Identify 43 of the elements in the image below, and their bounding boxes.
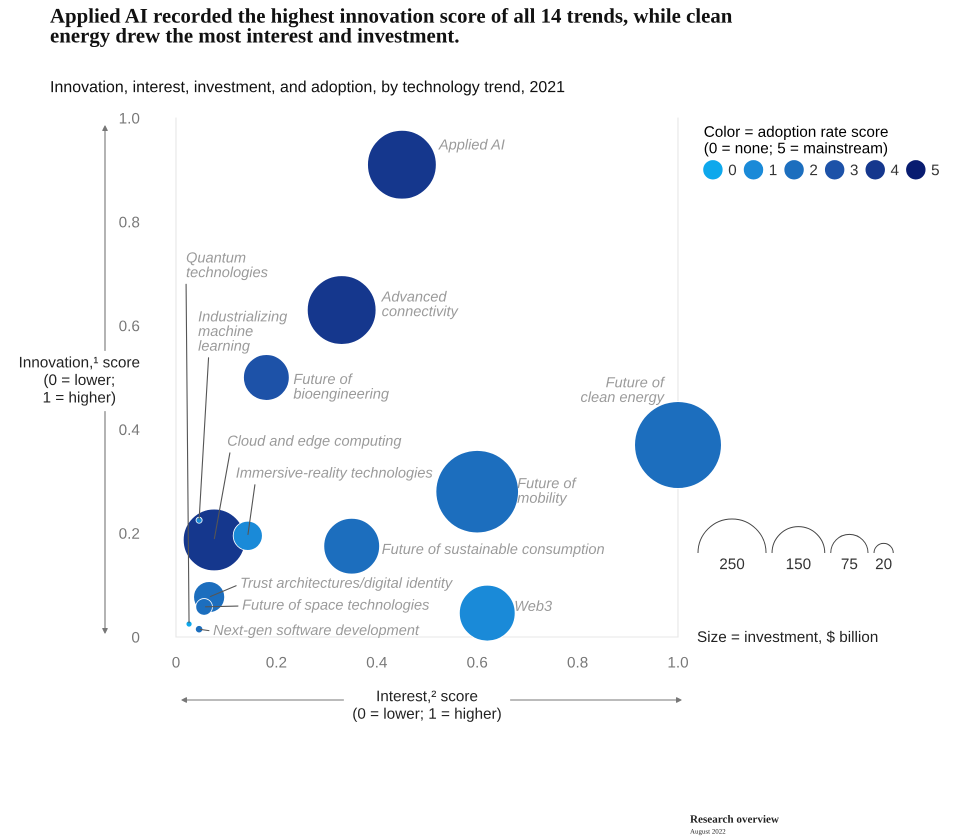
y-tick-label: 0 <box>132 632 140 643</box>
annotation: Industrializing machine learning <box>198 310 288 354</box>
x-tick-label: 0.2 <box>266 656 286 668</box>
legend-label: 2 <box>810 164 818 176</box>
annotation: Future of space technologies <box>242 599 430 613</box>
x-tick-label: 0.6 <box>467 656 488 668</box>
text: Size = investment, $ billion <box>698 630 878 644</box>
x-tick-label: 0.4 <box>366 656 387 668</box>
y-axis-title: Innovation,¹ score (0 = lower; 1 = higher) <box>20 356 140 406</box>
legend-label: 3 <box>850 164 858 176</box>
legend-label: 150 <box>786 558 811 570</box>
annotation: Trust architectures/digital identity <box>241 577 453 591</box>
annotation: Applied AI <box>438 138 505 153</box>
chart-subtitle: Innovation, interest, investment, and adoption, by technology trend, 2021 <box>51 80 564 96</box>
annotation: Future of sustainable consumption <box>382 543 604 557</box>
annotation: Web3 <box>516 600 552 612</box>
annotation: Cloud and edge computing <box>228 435 402 449</box>
legend-label: 5 <box>932 164 939 176</box>
annotation: Advanced connectivity <box>380 290 459 320</box>
annotation: Quantum technologies <box>186 252 268 280</box>
legend-label: 0 <box>728 164 736 176</box>
annotation: Future of bioengineering <box>294 373 389 402</box>
legend-label: 4 <box>890 164 899 176</box>
text: Research overview <box>690 814 779 823</box>
annotation: Immersive-reality technologies <box>236 467 432 481</box>
x-axis-title: Interest,² score (0 = lower; 1 = higher) <box>353 690 501 722</box>
x-tick-label: 0 <box>172 656 180 668</box>
y-tick-label: 0.4 <box>119 424 140 436</box>
chart-title: Applied AI recorded the highest innovation score of all 14 trends, while clean energy drew the most interest and investment. <box>50 8 732 48</box>
y-tick-label: 0.6 <box>119 320 140 332</box>
y-tick-label: 0.2 <box>119 528 140 539</box>
y-tick-label: 0.8 <box>119 216 140 228</box>
annotation: Future of clean energy <box>580 376 666 405</box>
y-tick-label: 1.0 <box>120 112 140 124</box>
legend-label: 20 <box>876 558 892 570</box>
legend-title: Color = adoption rate score (0 = none; 5 = mainstream) <box>704 126 888 156</box>
x-tick-label: 0.8 <box>568 656 588 668</box>
annotation: Next-gen software development <box>214 624 420 638</box>
legend-label: 75 <box>842 558 858 570</box>
legend-label: 1 <box>770 164 777 176</box>
legend-label: 250 <box>720 558 744 570</box>
x-tick-label: 1.0 <box>668 656 688 668</box>
annotation: Future of mobility <box>517 478 577 506</box>
